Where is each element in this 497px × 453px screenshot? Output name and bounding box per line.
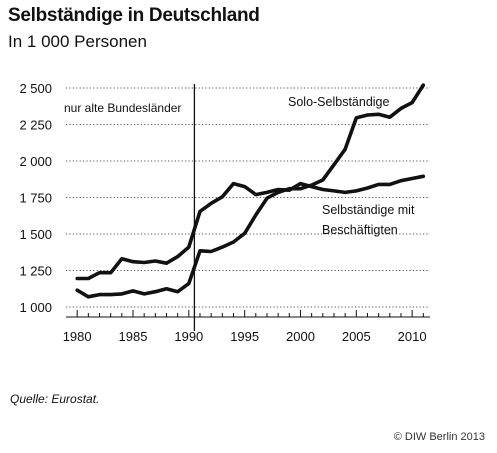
gridlines xyxy=(66,87,430,308)
y-tick-label: 1 500 xyxy=(19,227,52,242)
annotation-alte-bundeslaender: nur alte Bundesländer xyxy=(64,101,181,115)
y-tick-label: 2 500 xyxy=(19,81,52,96)
annotation-selbstaendige-mit-line1: Selbständige mit xyxy=(322,203,415,217)
y-axis-tick-labels: 1 000 1 250 1 500 1 750 2 000 2 250 2 500 xyxy=(19,81,52,315)
y-tick-label: 2 000 xyxy=(19,154,52,169)
chart-title: Selbständige in Deutschland xyxy=(8,5,260,26)
source-note: Quelle: Eurostat. xyxy=(10,392,100,406)
series-line-solo-selbstaendige xyxy=(75,83,426,299)
x-tick-label: 2010 xyxy=(398,329,427,344)
y-tick-label: 1 750 xyxy=(19,191,52,206)
x-tick-label: 1980 xyxy=(63,329,92,344)
x-tick-label: 1990 xyxy=(174,329,203,344)
y-tick-label: 1 000 xyxy=(19,300,52,315)
x-tick-label: 2000 xyxy=(286,329,315,344)
y-tick-label: 2 250 xyxy=(19,118,52,133)
series-line-selbstaendige-mit-beschaeftigten xyxy=(75,174,426,281)
annotation-selbstaendige-mit-line2: Beschäftigten xyxy=(322,223,398,237)
y-tick-label: 1 250 xyxy=(19,264,52,279)
copyright-credit: © DIW Berlin 2013 xyxy=(393,431,485,443)
x-tick-label: 2005 xyxy=(342,329,371,344)
x-axis: 1980 1985 1990 1995 2000 2005 2010 xyxy=(63,310,430,344)
x-tick-label: 1985 xyxy=(119,329,148,344)
series-lines xyxy=(75,83,426,299)
x-tick-label: 1995 xyxy=(230,329,259,344)
annotation-solo-selbstaendige: Solo-Selbständige xyxy=(288,95,390,109)
chart-subtitle: In 1 000 Personen xyxy=(8,32,147,51)
